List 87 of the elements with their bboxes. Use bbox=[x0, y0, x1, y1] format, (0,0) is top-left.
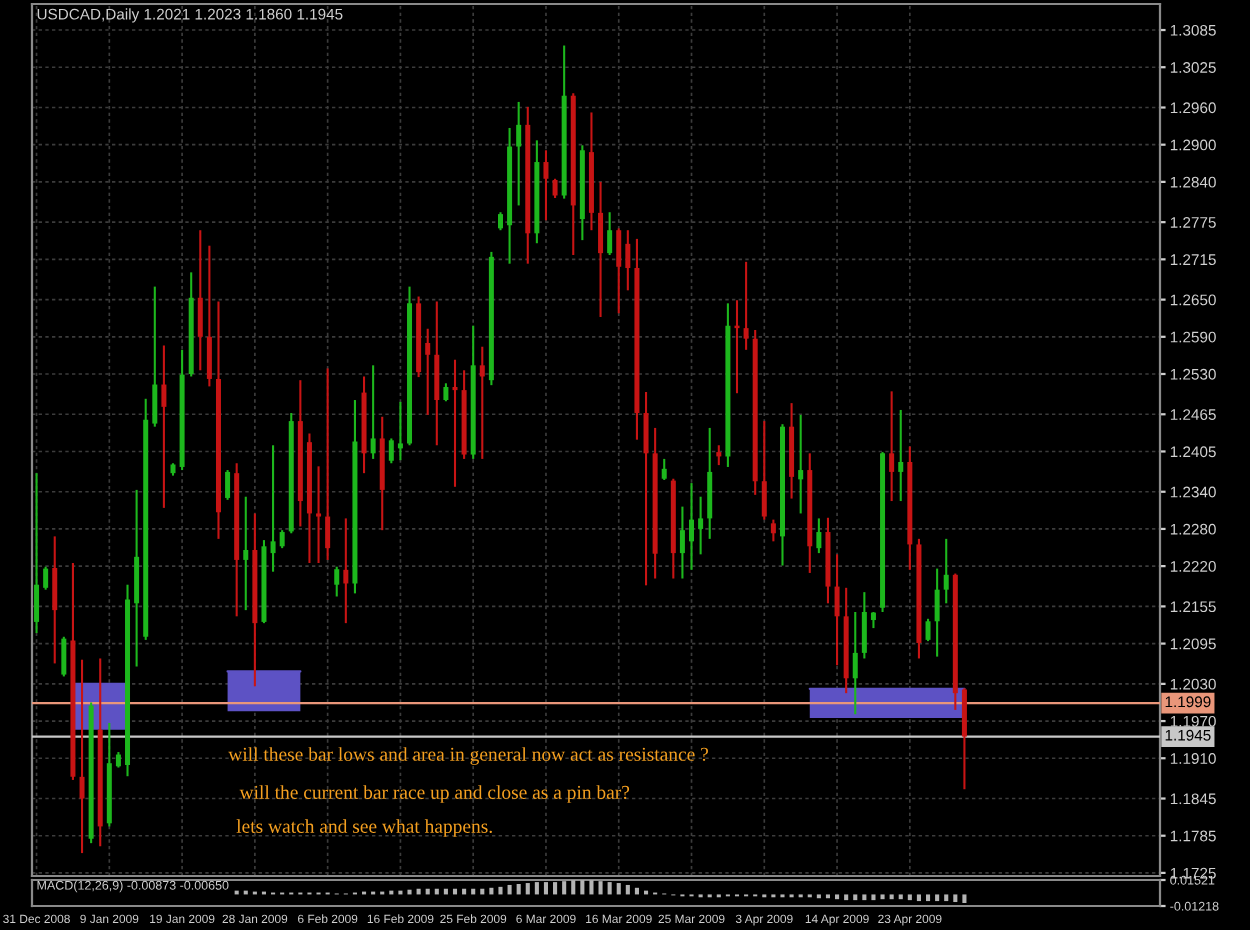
bar bbox=[562, 881, 567, 895]
bar bbox=[925, 894, 931, 902]
candlestick bbox=[834, 553, 840, 667]
bar bbox=[407, 889, 412, 895]
bar bbox=[862, 894, 867, 901]
bar bbox=[907, 894, 912, 901]
bar bbox=[598, 881, 603, 895]
bar bbox=[625, 884, 630, 895]
candlestick bbox=[598, 180, 604, 319]
bar bbox=[534, 882, 539, 895]
candlestick bbox=[334, 565, 340, 598]
candlestick bbox=[43, 565, 49, 591]
bar bbox=[889, 894, 894, 900]
candlestick bbox=[434, 300, 440, 447]
bar bbox=[944, 894, 949, 902]
candlestick bbox=[698, 495, 704, 556]
candlestick bbox=[852, 610, 858, 716]
bar bbox=[962, 894, 967, 903]
bar bbox=[835, 894, 840, 900]
annotation: will these bar lows and area in general now act as resistance ? bbox=[228, 747, 708, 765]
bar bbox=[880, 894, 885, 900]
candlestick bbox=[661, 457, 667, 482]
bar bbox=[571, 880, 576, 895]
bar bbox=[916, 894, 921, 902]
bar bbox=[543, 882, 549, 895]
bar bbox=[507, 884, 512, 895]
candlestick bbox=[152, 285, 158, 428]
candlestick bbox=[270, 444, 276, 573]
candlestick bbox=[134, 488, 140, 668]
candlestick bbox=[61, 635, 67, 678]
bar bbox=[516, 884, 521, 895]
candlestick bbox=[961, 687, 967, 791]
candlestick bbox=[898, 408, 904, 503]
candlestick bbox=[716, 444, 722, 467]
candlestick bbox=[689, 482, 695, 571]
candlestick bbox=[516, 100, 522, 207]
bar bbox=[871, 894, 876, 901]
bar bbox=[580, 880, 585, 895]
candlestick bbox=[397, 400, 403, 462]
candlestick bbox=[889, 390, 895, 503]
bar bbox=[935, 894, 940, 902]
annotation: lets watch and see what happens. bbox=[236, 819, 492, 837]
candlestick bbox=[197, 229, 203, 372]
candlestick bbox=[707, 426, 713, 540]
candlestick bbox=[625, 229, 631, 292]
candlestick bbox=[925, 617, 931, 643]
candlestick bbox=[225, 469, 231, 501]
candlestick bbox=[770, 518, 776, 543]
candlestick bbox=[479, 345, 485, 460]
candlestick bbox=[861, 591, 867, 660]
candlestick bbox=[425, 327, 431, 416]
bar bbox=[525, 883, 530, 895]
candlestick bbox=[34, 472, 40, 635]
candlestick bbox=[679, 505, 685, 580]
bar bbox=[844, 894, 849, 901]
candlestick bbox=[452, 358, 458, 488]
candlestick bbox=[643, 390, 649, 587]
candlestick bbox=[543, 149, 549, 222]
candlestick bbox=[552, 177, 558, 200]
bar bbox=[607, 882, 612, 895]
annotation: will the current bar race up and close as a pin bar? bbox=[239, 785, 630, 803]
candlestick bbox=[243, 495, 249, 612]
bar bbox=[616, 883, 621, 895]
candlestick bbox=[761, 420, 767, 521]
candlestick bbox=[798, 413, 804, 515]
candlestick bbox=[816, 517, 822, 555]
candlestick bbox=[79, 658, 85, 855]
bar bbox=[589, 880, 594, 895]
candlestick bbox=[316, 465, 322, 565]
candlestick bbox=[161, 344, 167, 509]
candlestick bbox=[743, 260, 749, 351]
candlestick bbox=[607, 211, 613, 257]
candlestick bbox=[934, 567, 940, 658]
candlestick bbox=[734, 299, 740, 395]
bar bbox=[953, 894, 958, 903]
candlestick bbox=[388, 437, 394, 465]
candlestick bbox=[616, 227, 622, 315]
bar bbox=[898, 894, 903, 900]
candlestick bbox=[343, 517, 349, 625]
candlestick bbox=[52, 535, 58, 665]
candlestick bbox=[206, 244, 212, 388]
bar bbox=[853, 894, 858, 901]
bar bbox=[498, 886, 503, 895]
bar bbox=[553, 882, 558, 895]
candlestick bbox=[943, 537, 949, 605]
candlestick bbox=[325, 367, 331, 561]
candlestick bbox=[370, 364, 376, 460]
